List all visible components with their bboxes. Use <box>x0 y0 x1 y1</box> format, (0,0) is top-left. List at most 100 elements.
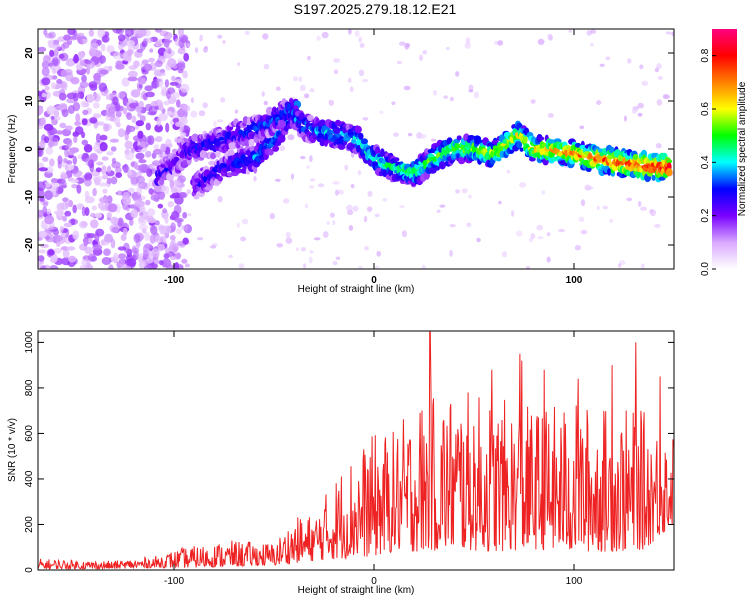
spectrogram-noise-blob <box>40 117 46 126</box>
spectrogram-noise-blob <box>194 47 199 54</box>
spectrogram-noise-blob <box>310 178 316 182</box>
spectrogram-noise-blob <box>236 222 240 228</box>
spectrogram-noise-blob <box>98 182 108 187</box>
spectrogram-noise-blob <box>81 74 87 83</box>
spectrogram-noise-blob <box>102 188 108 194</box>
spectrogram-noise-blob <box>62 249 70 259</box>
spectrogram-noise-blob <box>421 264 426 269</box>
spectrogram-noise-blob <box>295 247 300 252</box>
spectrogram-noise-blob <box>65 143 71 151</box>
spectrogram-noise-blob <box>163 39 170 48</box>
spectrogram-noise-blob <box>162 208 168 214</box>
spectrogram-noise-blob <box>107 203 118 213</box>
spectrogram-noise-blob <box>42 206 48 216</box>
spectrogram-noise-blob <box>158 112 168 122</box>
spectrogram-ridge-blob <box>665 168 673 177</box>
spectrogram-noise-blob <box>349 86 354 93</box>
spectrogram-ridge-blob <box>154 183 162 193</box>
spectrogram-noise-blob <box>67 150 75 155</box>
spectrogram-noise-blob <box>53 248 62 254</box>
spectrogram-noise-blob <box>117 246 127 251</box>
spectrogram-noise-blob <box>497 40 504 46</box>
spectrogram-x-tick-label: 0 <box>371 275 377 286</box>
spectrogram-noise-blob <box>112 96 119 106</box>
spectrogram-ridge-blob <box>435 165 440 171</box>
spectrogram-noise-blob <box>374 213 380 218</box>
spectrogram-noise-blob <box>89 117 98 124</box>
spectrogram-noise-blob <box>171 75 176 82</box>
spectrogram-noise-blob <box>358 265 363 269</box>
spectrogram-noise-blob <box>79 220 88 229</box>
snr-y-tick-label: 600 <box>24 425 35 442</box>
spectrogram-noise-blob <box>72 170 83 178</box>
spectrogram-noise-blob <box>367 206 373 212</box>
spectrogram-noise-blob <box>158 103 164 111</box>
spectrogram-noise-blob <box>313 237 321 241</box>
spectrogram-noise-blob <box>473 91 479 99</box>
spectrogram-noise-blob <box>126 40 135 48</box>
spectrogram-noise-blob <box>62 197 69 202</box>
spectrogram-noise-blob <box>118 253 127 260</box>
spectrogram-noise-blob <box>153 144 160 149</box>
snr-series-line <box>38 331 674 570</box>
spectrogram-noise-blob <box>396 60 402 65</box>
spectrogram-noise-blob <box>404 43 410 50</box>
spectrogram-noise-blob <box>244 30 250 35</box>
spectrogram-noise-blob <box>547 113 554 118</box>
spectrogram-noise-blob <box>42 55 51 64</box>
spectrogram-ridge-blob <box>307 114 314 122</box>
spectrogram-noise-blob <box>546 232 551 237</box>
spectrogram-noise-blob <box>118 43 124 51</box>
spectrogram-noise-blob <box>81 206 86 217</box>
spectrogram-noise-blob <box>108 106 116 114</box>
spectrogram-noise-blob <box>97 29 106 38</box>
spectrogram-ridge-blob <box>519 147 524 152</box>
spectrogram-noise-blob <box>222 40 226 44</box>
spectrogram-noise-blob <box>160 86 168 94</box>
spectrogram-noise-blob <box>84 246 93 255</box>
spectrogram-ridge-blob <box>286 103 291 111</box>
spectrogram-noise-blob <box>202 102 208 109</box>
spectrogram-ridge-blob <box>191 133 200 142</box>
colorbar-tick-label: 0.6 <box>700 102 711 116</box>
spectrogram-ridge-blob <box>491 139 499 145</box>
spectrogram-noise-blob <box>180 83 190 93</box>
spectrogram-noise-blob <box>105 111 110 121</box>
spectrogram-noise-blob <box>364 246 369 251</box>
spectrogram-noise-blob <box>138 224 149 231</box>
spectrogram-noise-blob <box>308 256 313 264</box>
spectrogram-noise-blob <box>301 247 306 252</box>
spectrogram-noise-blob <box>99 142 108 152</box>
spectrogram-noise-blob <box>147 218 157 224</box>
colorbar-tick-label: 0.8 <box>700 48 711 62</box>
spectrogram-noise-blob <box>75 113 81 123</box>
spectrogram-noise-blob <box>536 224 544 231</box>
spectrogram-noise-blob <box>79 265 90 269</box>
spectrogram-noise-blob <box>58 181 68 187</box>
spectrogram-noise-blob <box>304 93 310 99</box>
spectrogram-noise-blob <box>177 47 186 55</box>
spectrogram-noise-blob <box>155 40 161 47</box>
spectrogram-noise-blob <box>45 225 54 231</box>
spectrogram-noise-blob <box>586 186 594 190</box>
spectrogram-noise-blob <box>44 215 55 225</box>
spectrogram-noise-blob <box>139 215 145 223</box>
spectrogram-noise-blob <box>149 48 154 53</box>
spectrogram-noise-blob <box>269 212 275 220</box>
spectrogram-noise-blob <box>160 143 167 153</box>
spectrogram-noise-blob <box>127 187 136 193</box>
spectrogram-noise-blob <box>38 249 46 254</box>
spectrogram-noise-blob <box>391 101 396 105</box>
spectrogram-noise-blob <box>161 258 172 268</box>
spectrogram-noise-blob <box>81 139 89 146</box>
spectrogram-noise-blob <box>41 66 50 77</box>
spectrogram-noise-blob <box>163 225 172 234</box>
spectrogram-noise-blob <box>501 251 508 258</box>
spectrogram-noise-blob <box>52 186 57 197</box>
spectrogram-noise-blob <box>45 147 54 155</box>
spectrogram-noise-blob <box>115 172 123 179</box>
spectrogram-noise-blob <box>641 80 649 87</box>
spectrogram-noise-blob <box>153 78 162 83</box>
spectrogram-noise-blob <box>580 199 586 207</box>
spectrogram-noise-blob <box>317 183 325 188</box>
